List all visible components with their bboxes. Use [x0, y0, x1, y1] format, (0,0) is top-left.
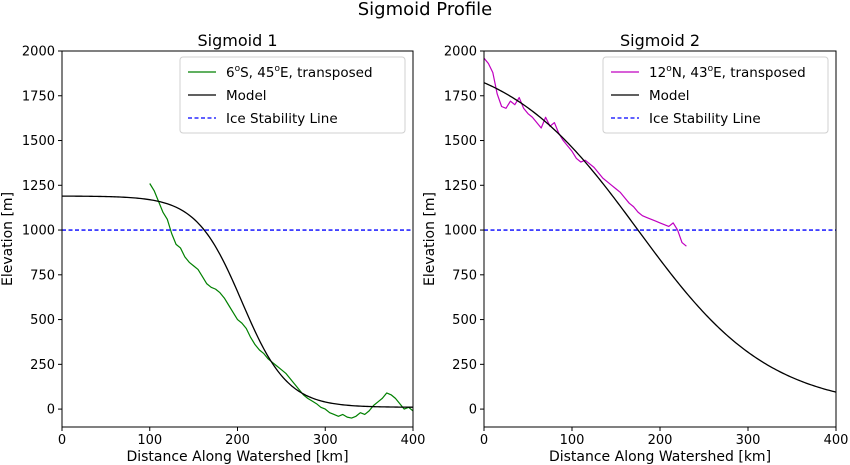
- chart-sigmoid-2: 0 100 200 300 400 0 250 500 750 1000 1250 1500 1750 2…: [422, 31, 848, 465]
- x-axis-label: Distance Along Watershed [km]: [549, 449, 771, 465]
- legend-text-part: 6: [226, 65, 235, 81]
- x-tick-label: 400: [401, 433, 426, 448]
- y-tick-label: 250: [452, 358, 477, 373]
- y-tick-label: 1000: [444, 224, 477, 239]
- x-tick-label: 100: [137, 433, 162, 448]
- legend-superscript: o: [274, 64, 280, 74]
- legend-superscript: o: [666, 64, 672, 74]
- figure-suptitle: Sigmoid Profile: [358, 0, 493, 20]
- plot-area: [484, 57, 836, 393]
- y-tick-label: 750: [452, 268, 477, 283]
- y-axis-label: Elevation [m]: [0, 192, 16, 286]
- legend-text-part: E, transposed: [713, 65, 806, 81]
- legend-box: [602, 56, 829, 134]
- y-tick-label: 750: [30, 268, 55, 283]
- x-tick-label: 300: [736, 433, 761, 448]
- y-tick-label: 1250: [444, 179, 477, 194]
- series-line-model: [484, 82, 836, 393]
- y-tick-label: 1000: [22, 224, 55, 239]
- y-tick-label: 1750: [22, 89, 55, 104]
- legend-label: 12oN, 43oE, transposed: [649, 64, 806, 81]
- y-tick-label: 500: [30, 313, 55, 328]
- y-tick-label: 0: [469, 403, 477, 418]
- legend-label: Ice Stability Line: [649, 111, 761, 127]
- chart-title: Sigmoid 1: [198, 31, 278, 50]
- series-line-model: [62, 195, 413, 408]
- x-tick-label: 0: [58, 433, 66, 448]
- legend-label: 6oS, 45oE, transposed: [226, 64, 373, 81]
- legend-text-part: S, 45: [240, 65, 274, 81]
- x-axis-label: Distance Along Watershed [km]: [126, 449, 348, 465]
- y-tick-label: 1500: [444, 134, 477, 149]
- series-line-observed: [149, 183, 413, 419]
- chart-title: Sigmoid 2: [620, 31, 700, 50]
- y-tick-label: 250: [30, 358, 55, 373]
- chart-sigmoid-1: 0 100 200 300 400 0 250 500 750 1000 1250 1500 1750 2…: [0, 31, 425, 465]
- x-tick-label: 200: [225, 433, 250, 448]
- x-tick-label: 0: [480, 433, 488, 448]
- plot-area: [62, 183, 413, 419]
- legend-text-part: N, 43: [672, 65, 708, 81]
- y-tick-label: 500: [452, 313, 477, 328]
- y-tick-label: 0: [47, 403, 55, 418]
- x-tick-label: 100: [560, 433, 585, 448]
- legend-label: Model: [649, 88, 690, 104]
- legend-label: Model: [226, 88, 267, 104]
- legend-superscript: o: [235, 64, 241, 74]
- legend-label: Ice Stability Line: [226, 111, 338, 127]
- legend-text-part: 12: [649, 65, 666, 81]
- y-tick-label: 1750: [444, 89, 477, 104]
- legend-superscript: o: [708, 64, 714, 74]
- legend-box: [179, 56, 406, 134]
- y-tick-label: 1250: [22, 179, 55, 194]
- x-tick-label: 400: [824, 433, 849, 448]
- y-tick-label: 1500: [22, 134, 55, 149]
- series-line-observed: [484, 57, 687, 247]
- legend-text-part: E, transposed: [280, 65, 373, 81]
- y-tick-label: 2000: [22, 45, 55, 60]
- y-tick-label: 2000: [444, 45, 477, 60]
- x-tick-label: 200: [648, 433, 673, 448]
- y-axis-label: Elevation [m]: [422, 192, 438, 286]
- x-tick-label: 300: [313, 433, 338, 448]
